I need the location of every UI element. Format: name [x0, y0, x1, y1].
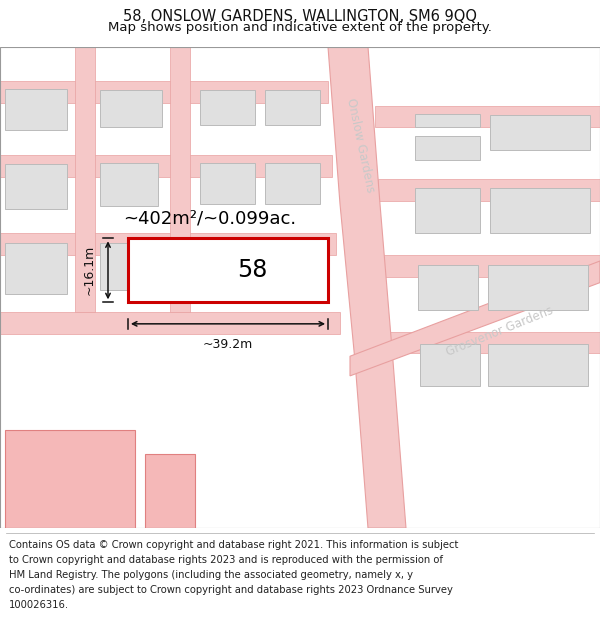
Bar: [145, 454, 195, 528]
Bar: [415, 188, 480, 234]
Polygon shape: [0, 155, 332, 176]
Bar: [200, 90, 255, 126]
Bar: [100, 90, 162, 128]
Text: 58, ONSLOW GARDENS, WALLINGTON, SM6 9QQ: 58, ONSLOW GARDENS, WALLINGTON, SM6 9QQ: [123, 9, 477, 24]
Text: to Crown copyright and database rights 2023 and is reproduced with the permissio: to Crown copyright and database rights 2…: [9, 555, 443, 565]
Bar: [490, 114, 590, 150]
Text: ~39.2m: ~39.2m: [203, 338, 253, 351]
Bar: [5, 243, 67, 294]
Bar: [488, 344, 588, 386]
Bar: [200, 162, 255, 204]
Bar: [100, 243, 162, 291]
Bar: [5, 89, 67, 131]
Bar: [200, 243, 255, 288]
Text: 58: 58: [237, 258, 267, 282]
Polygon shape: [381, 255, 600, 277]
Bar: [265, 162, 320, 204]
Bar: [5, 164, 67, 209]
Text: co-ordinates) are subject to Crown copyright and database rights 2023 Ordnance S: co-ordinates) are subject to Crown copyr…: [9, 585, 453, 595]
Bar: [490, 188, 590, 234]
Polygon shape: [384, 332, 600, 353]
Bar: [415, 114, 480, 128]
Bar: [5, 430, 135, 528]
Bar: [415, 136, 480, 160]
Polygon shape: [378, 179, 600, 201]
Bar: [265, 243, 320, 288]
Polygon shape: [75, 47, 95, 312]
Text: Grosvenor Gardens: Grosvenor Gardens: [445, 304, 556, 359]
Polygon shape: [0, 81, 328, 103]
Text: Map shows position and indicative extent of the property.: Map shows position and indicative extent…: [108, 21, 492, 34]
Polygon shape: [350, 261, 600, 376]
Polygon shape: [0, 234, 336, 255]
Text: Contains OS data © Crown copyright and database right 2021. This information is : Contains OS data © Crown copyright and d…: [9, 540, 458, 550]
Polygon shape: [170, 47, 190, 312]
Text: Onslow Gardens: Onslow Gardens: [344, 97, 376, 194]
Polygon shape: [0, 312, 340, 334]
Polygon shape: [328, 47, 406, 528]
Text: HM Land Registry. The polygons (including the associated geometry, namely x, y: HM Land Registry. The polygons (includin…: [9, 570, 413, 580]
Bar: [420, 344, 480, 386]
Bar: [418, 265, 478, 310]
Text: 100026316.: 100026316.: [9, 600, 69, 610]
Bar: [265, 90, 320, 126]
Bar: [128, 238, 328, 302]
Bar: [100, 162, 158, 206]
Text: ~16.1m: ~16.1m: [83, 245, 96, 296]
Bar: [488, 265, 588, 310]
Text: ~402m²/~0.099ac.: ~402m²/~0.099ac.: [124, 210, 296, 227]
Polygon shape: [375, 106, 600, 127]
